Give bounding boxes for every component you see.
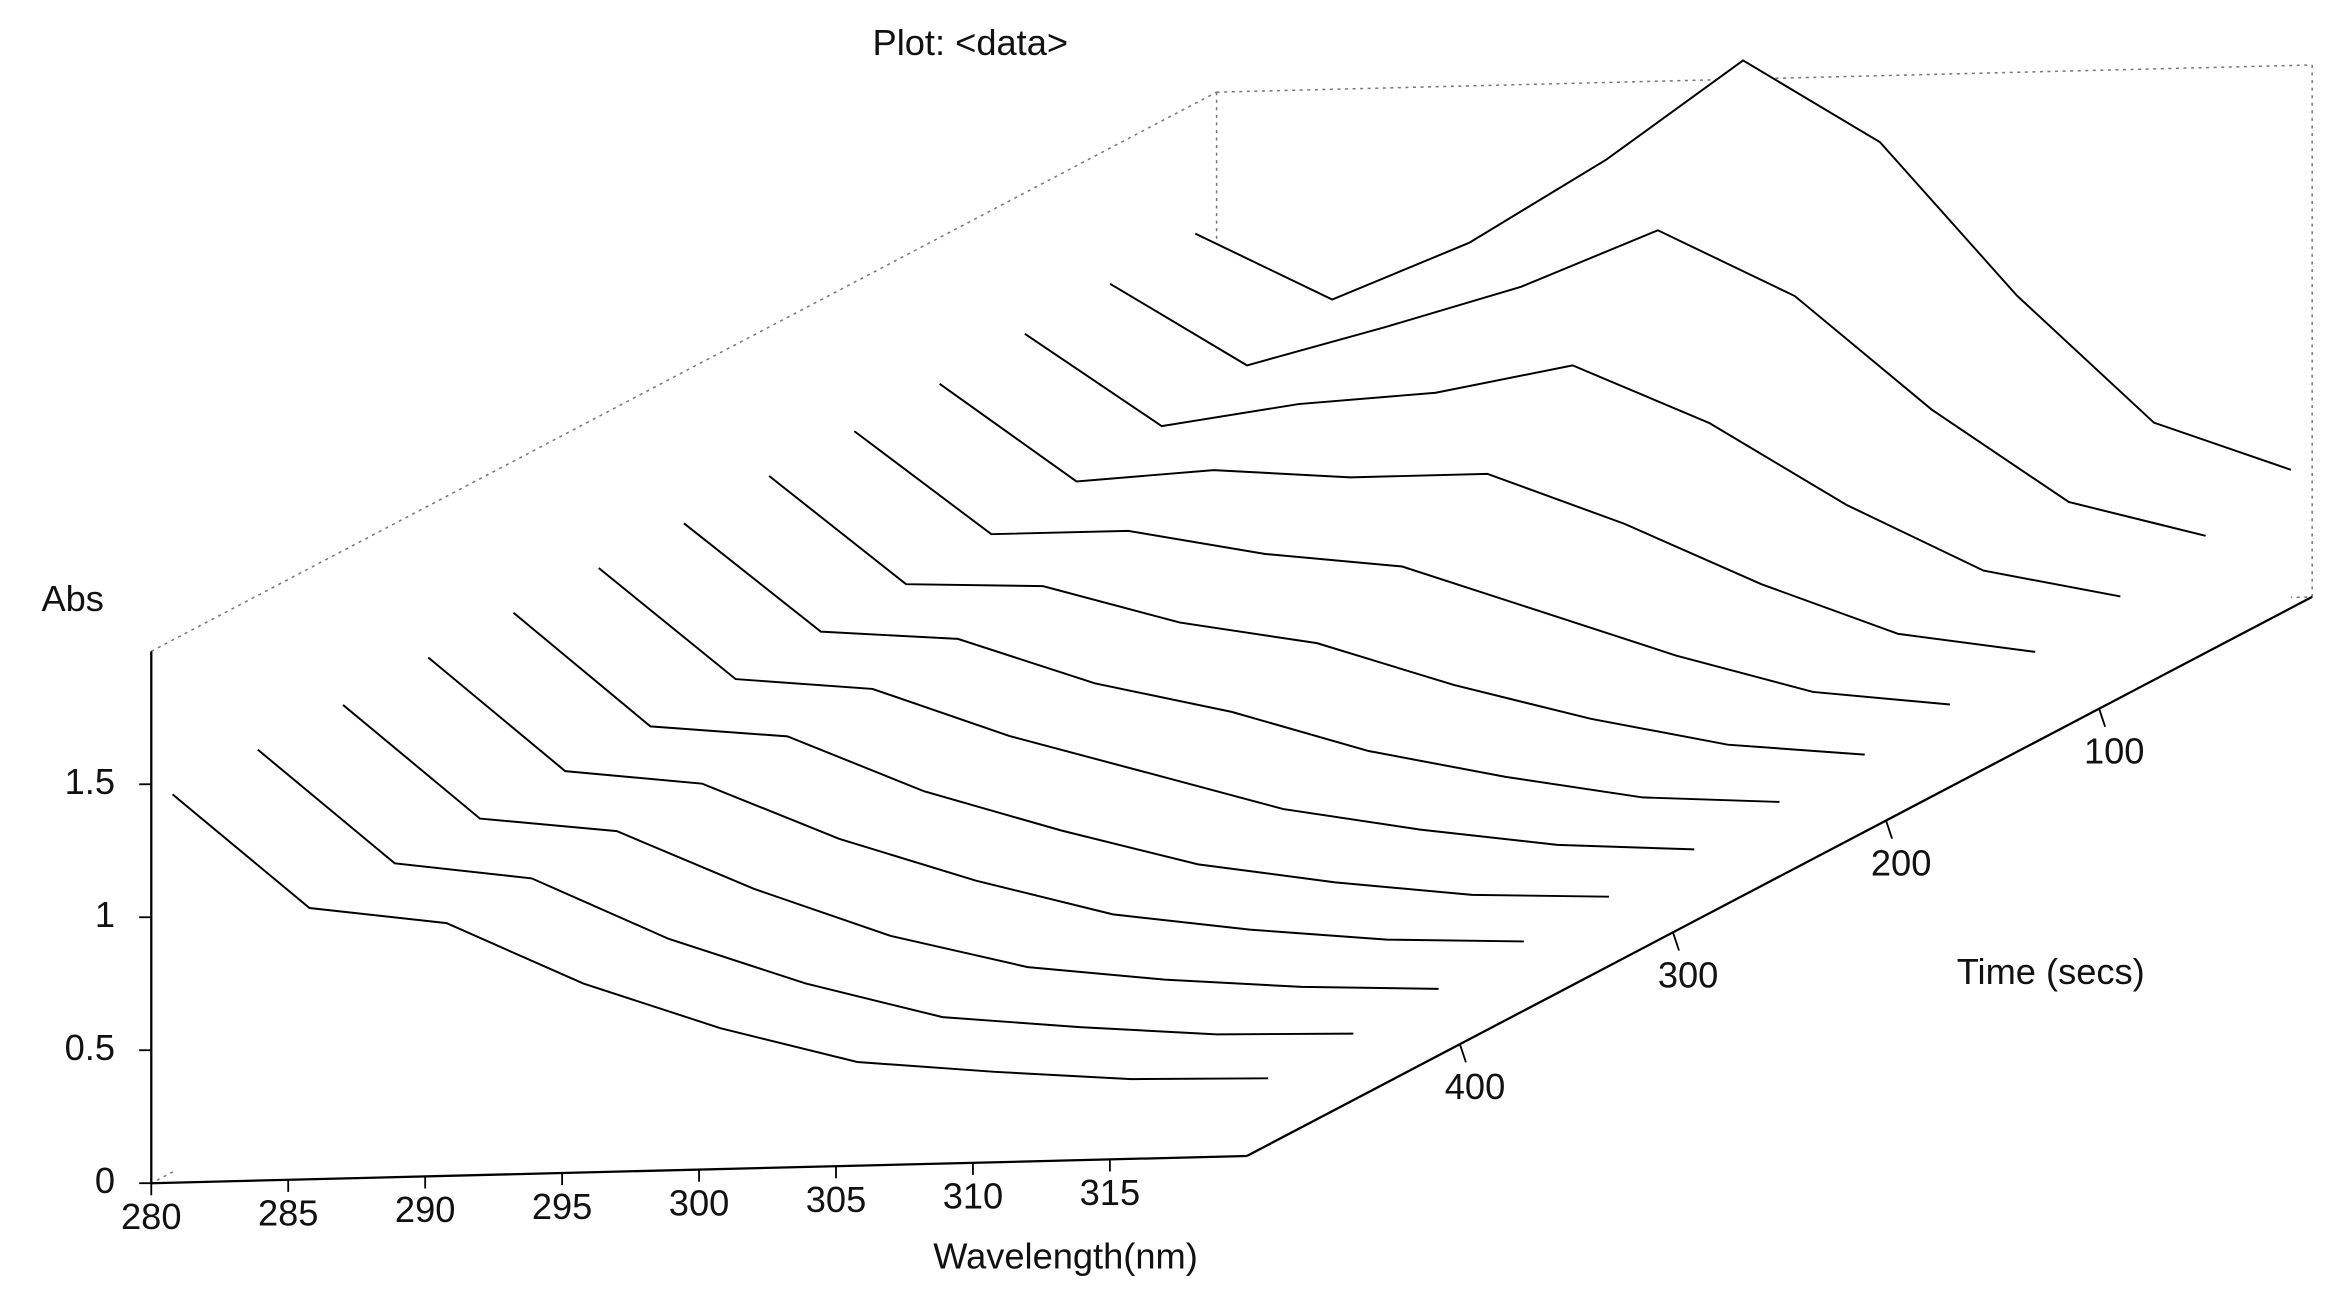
y-tick [1459, 1043, 1467, 1063]
y-tick [2098, 708, 2107, 728]
y-tick-label: 300 [1658, 954, 1718, 995]
wall-edge [1216, 64, 2313, 93]
axis-line [1246, 595, 2313, 1158]
x-tick-label: 280 [121, 1196, 181, 1237]
spectrum-line [427, 656, 1524, 943]
spectrum-line [512, 611, 1610, 898]
x-tick-label: 305 [806, 1179, 866, 1220]
spectrum-line [1194, 59, 2292, 471]
x-tick-label: 310 [943, 1176, 1003, 1217]
x-tick-label: 290 [395, 1189, 455, 1230]
spectrum-line [853, 430, 1951, 706]
z-tick-label: 1.5 [65, 761, 115, 802]
spectrum-line [171, 793, 1269, 1081]
y-tick-label: 200 [1871, 842, 1931, 883]
x-tick-label: 315 [1080, 1172, 1140, 1213]
z-tick-label: 1 [95, 894, 115, 935]
y-tick-label: 400 [1445, 1066, 1505, 1107]
y-tick [1885, 820, 1893, 839]
x-tick-label: 295 [532, 1186, 592, 1227]
chart-title: Plot: <data> [873, 22, 1068, 63]
spectrum-line [1109, 229, 2206, 537]
spectrum-line [1024, 332, 2121, 598]
x-tick-label: 285 [258, 1193, 318, 1234]
spectrum-line [939, 383, 2036, 653]
z-tick-label: 0.5 [65, 1027, 115, 1068]
spectrum-line [342, 704, 1439, 990]
x-tick-label: 300 [669, 1182, 729, 1223]
z-axis-label: Abs [41, 578, 103, 619]
y-axis-label: Time (secs) [1957, 951, 2145, 992]
y-tick-label: 100 [2084, 731, 2144, 772]
spectrum-line [683, 522, 1780, 803]
spectrum-line [598, 567, 1695, 851]
spectrum-fill [172, 794, 1269, 1173]
spectrum-line [257, 748, 1354, 1036]
x-axis-label: Wavelength(nm) [933, 1235, 1198, 1276]
spectrum-line [768, 475, 1865, 756]
y-tick [1672, 932, 1680, 951]
z-tick-label: 0 [95, 1160, 115, 1201]
